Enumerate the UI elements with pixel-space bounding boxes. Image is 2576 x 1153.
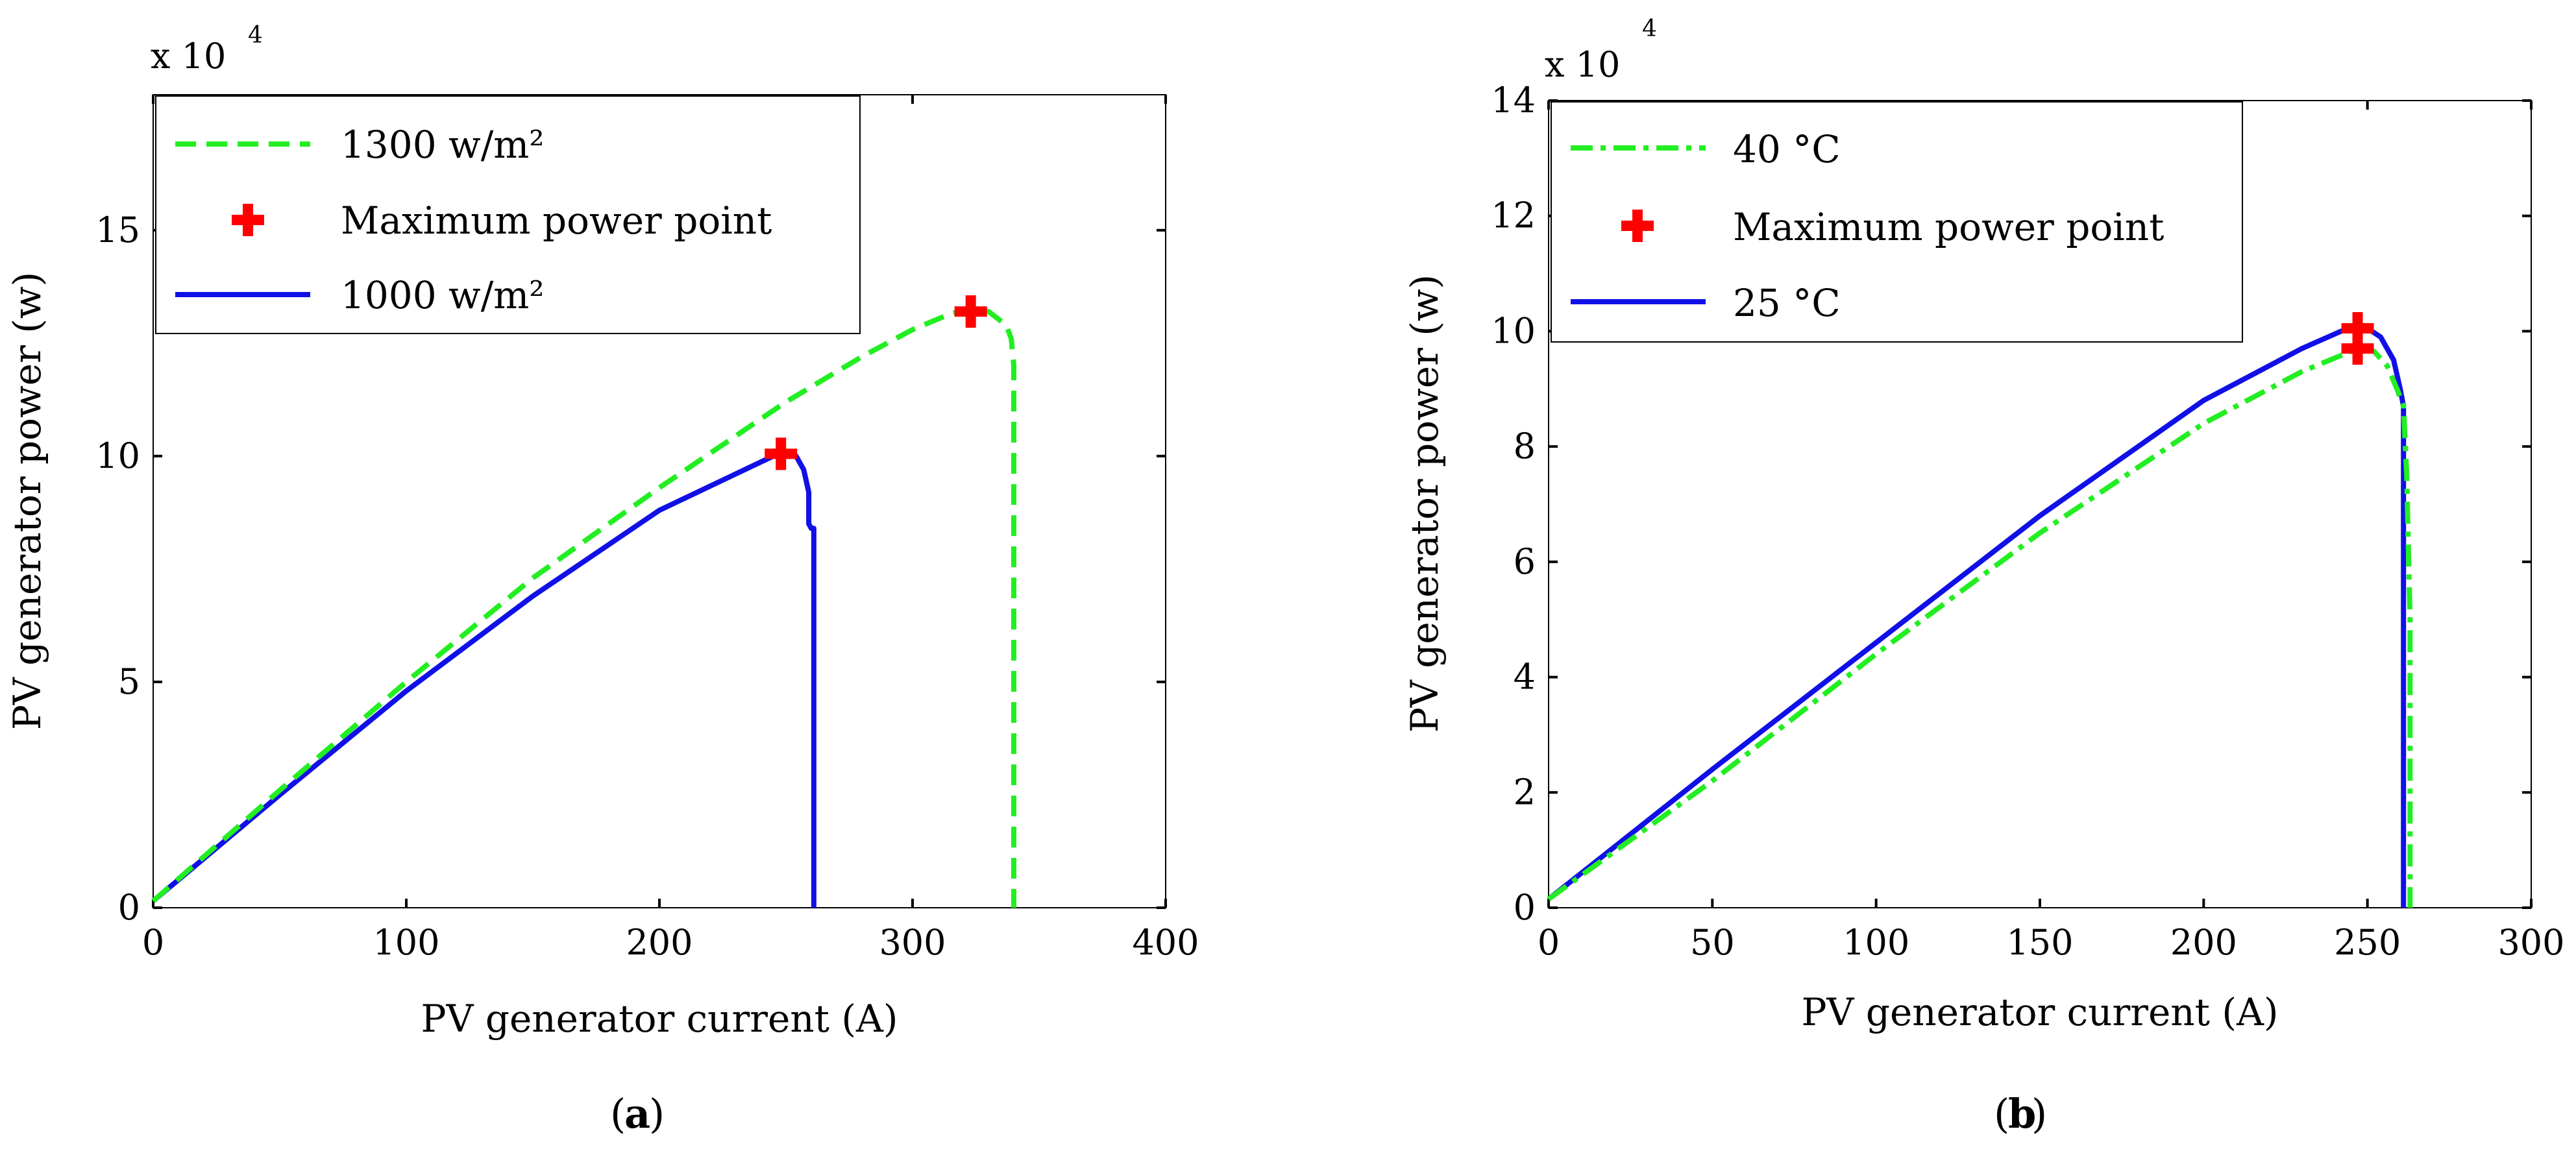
legend-label-1000: 1000 w/m² xyxy=(341,273,544,317)
y-tick-label: 0 xyxy=(1514,887,1536,928)
y-tick-label: 2 xyxy=(1514,771,1536,812)
x-tick-label: 300 xyxy=(879,922,946,963)
svg-text:(: ( xyxy=(610,1090,626,1137)
panel-b: 0 50 100 150 200 250 300 0 2 4 6 8 10 12 14 40 °C Maxi… xyxy=(1403,16,2565,1137)
x-tick-label: 50 xyxy=(1690,922,1735,963)
panel-a: 0 100 200 300 400 0 5 10 15 1300 w/m² Maximum po… xyxy=(5,22,1199,1137)
y-tick-label: 8 xyxy=(1514,426,1536,467)
series-layer xyxy=(151,295,1016,908)
legend-label-25c: 25 °C xyxy=(1733,281,1841,325)
y-exponent-power: 4 xyxy=(248,22,263,49)
y-exponent-label: x 10 4 xyxy=(151,22,263,77)
x-tick-label: 250 xyxy=(2334,922,2401,963)
y-exponent-base: x 10 xyxy=(151,36,226,77)
x-tick-label: 100 xyxy=(1843,922,1909,963)
max-power-point-marker xyxy=(2341,332,2374,365)
y-tick-label: 15 xyxy=(95,210,140,250)
panel-label: ( b ) xyxy=(1994,1090,2047,1137)
x-tick-label: 300 xyxy=(2497,922,2564,963)
legend: 1300 w/m² Maximum power point 1000 w/m² xyxy=(155,95,861,334)
x-tick-label: 0 xyxy=(1538,922,1560,963)
y-tick-label: 0 xyxy=(118,887,140,928)
legend-label-mpp: Maximum power point xyxy=(341,199,772,243)
x-axis-label: PV generator current (A) xyxy=(421,997,898,1041)
legend-label-mpp: Maximum power point xyxy=(1733,205,2164,249)
svg-text:): ) xyxy=(2031,1090,2047,1137)
legend-label-1300: 1300 w/m² xyxy=(341,123,544,167)
y-tick-label: 14 xyxy=(1491,80,1536,121)
x-tick-label: 100 xyxy=(373,922,439,963)
y-exponent-base: x 10 xyxy=(1545,44,1620,85)
y-axis-label: PV generator power (w) xyxy=(5,272,49,730)
x-tick-label: 400 xyxy=(1132,922,1199,963)
max-power-point-marker xyxy=(954,295,987,328)
svg-text:): ) xyxy=(649,1090,665,1137)
svg-text:(: ( xyxy=(1994,1090,2009,1137)
y-tick-label: 10 xyxy=(95,435,140,476)
y-axis-label: PV generator power (w) xyxy=(1403,274,1447,733)
y-tick-label: 6 xyxy=(1514,541,1536,582)
axis-ticks: 0 50 100 150 200 250 300 0 2 4 6 8 10 12 14 xyxy=(1491,80,2564,963)
x-axis-label: PV generator current (A) xyxy=(1801,990,2278,1034)
x-tick-label: 200 xyxy=(2170,922,2237,963)
y-exponent-label: x 10 4 xyxy=(1545,16,1657,85)
legend-label-40c: 40 °C xyxy=(1733,127,1841,171)
y-tick-label: 4 xyxy=(1514,657,1536,698)
panel-label: ( a ) xyxy=(610,1090,665,1137)
x-tick-label: 200 xyxy=(626,922,693,963)
y-exponent-power: 4 xyxy=(1642,16,1657,42)
y-tick-label: 10 xyxy=(1491,310,1536,351)
y-tick-label: 12 xyxy=(1491,195,1536,236)
x-tick-label: 150 xyxy=(2006,922,2073,963)
legend: 40 °C Maximum power point 25 °C xyxy=(1551,101,2243,343)
legend-marker-mpp xyxy=(232,204,264,236)
panel-label-letter: a xyxy=(624,1090,650,1137)
y-tick-label: 5 xyxy=(118,661,140,702)
series-layer xyxy=(1547,311,2413,908)
series-line-0 xyxy=(151,306,1016,908)
axis-ticks: 0 100 200 300 400 0 5 10 15 xyxy=(95,95,1199,963)
x-tick-label: 0 xyxy=(142,922,164,963)
panel-label-letter: b xyxy=(2008,1090,2036,1137)
legend-marker-mpp xyxy=(1621,210,1654,242)
max-power-point-marker xyxy=(765,437,798,470)
